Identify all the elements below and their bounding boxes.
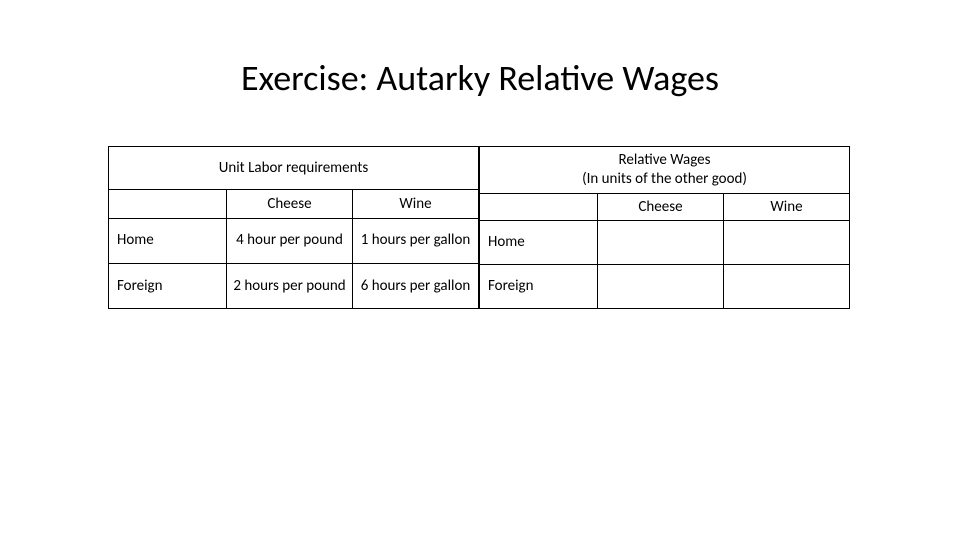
left-table-header: Unit Labor requirements	[109, 147, 479, 190]
right-header-line1: Relative Wages	[619, 151, 711, 169]
right-col-cheese: Cheese	[598, 193, 724, 221]
relative-wages-table: Relative Wages (In units of the other go…	[479, 146, 850, 309]
left-foreign-cheese: 2 hours per pound	[227, 263, 353, 308]
slide: Exercise: Autarky Relative Wages Unit La…	[0, 0, 960, 540]
page-title: Exercise: Autarky Relative Wages	[0, 56, 960, 100]
right-col-blank	[480, 193, 598, 221]
tables-container: Unit Labor requirements Cheese Wine Home…	[108, 146, 850, 309]
right-foreign-wine	[724, 265, 850, 309]
left-home-wine: 1 hours per gallon	[353, 218, 479, 263]
left-col-cheese: Cheese	[227, 190, 353, 219]
right-row-home-label: Home	[480, 221, 598, 265]
right-col-wine: Wine	[724, 193, 850, 221]
left-col-wine: Wine	[353, 190, 479, 219]
left-home-cheese: 4 hour per pound	[227, 218, 353, 263]
left-row-home-label: Home	[109, 218, 227, 263]
right-home-cheese	[598, 221, 724, 265]
right-header-line2: (In units of the other good)	[582, 170, 747, 188]
right-foreign-cheese	[598, 265, 724, 309]
right-table-header: Relative Wages (In units of the other go…	[480, 147, 850, 194]
unit-labor-table: Unit Labor requirements Cheese Wine Home…	[108, 146, 479, 309]
left-col-blank	[109, 190, 227, 219]
right-row-foreign-label: Foreign	[480, 265, 598, 309]
left-row-foreign-label: Foreign	[109, 263, 227, 308]
right-home-wine	[724, 221, 850, 265]
left-foreign-wine: 6 hours per gallon	[353, 263, 479, 308]
